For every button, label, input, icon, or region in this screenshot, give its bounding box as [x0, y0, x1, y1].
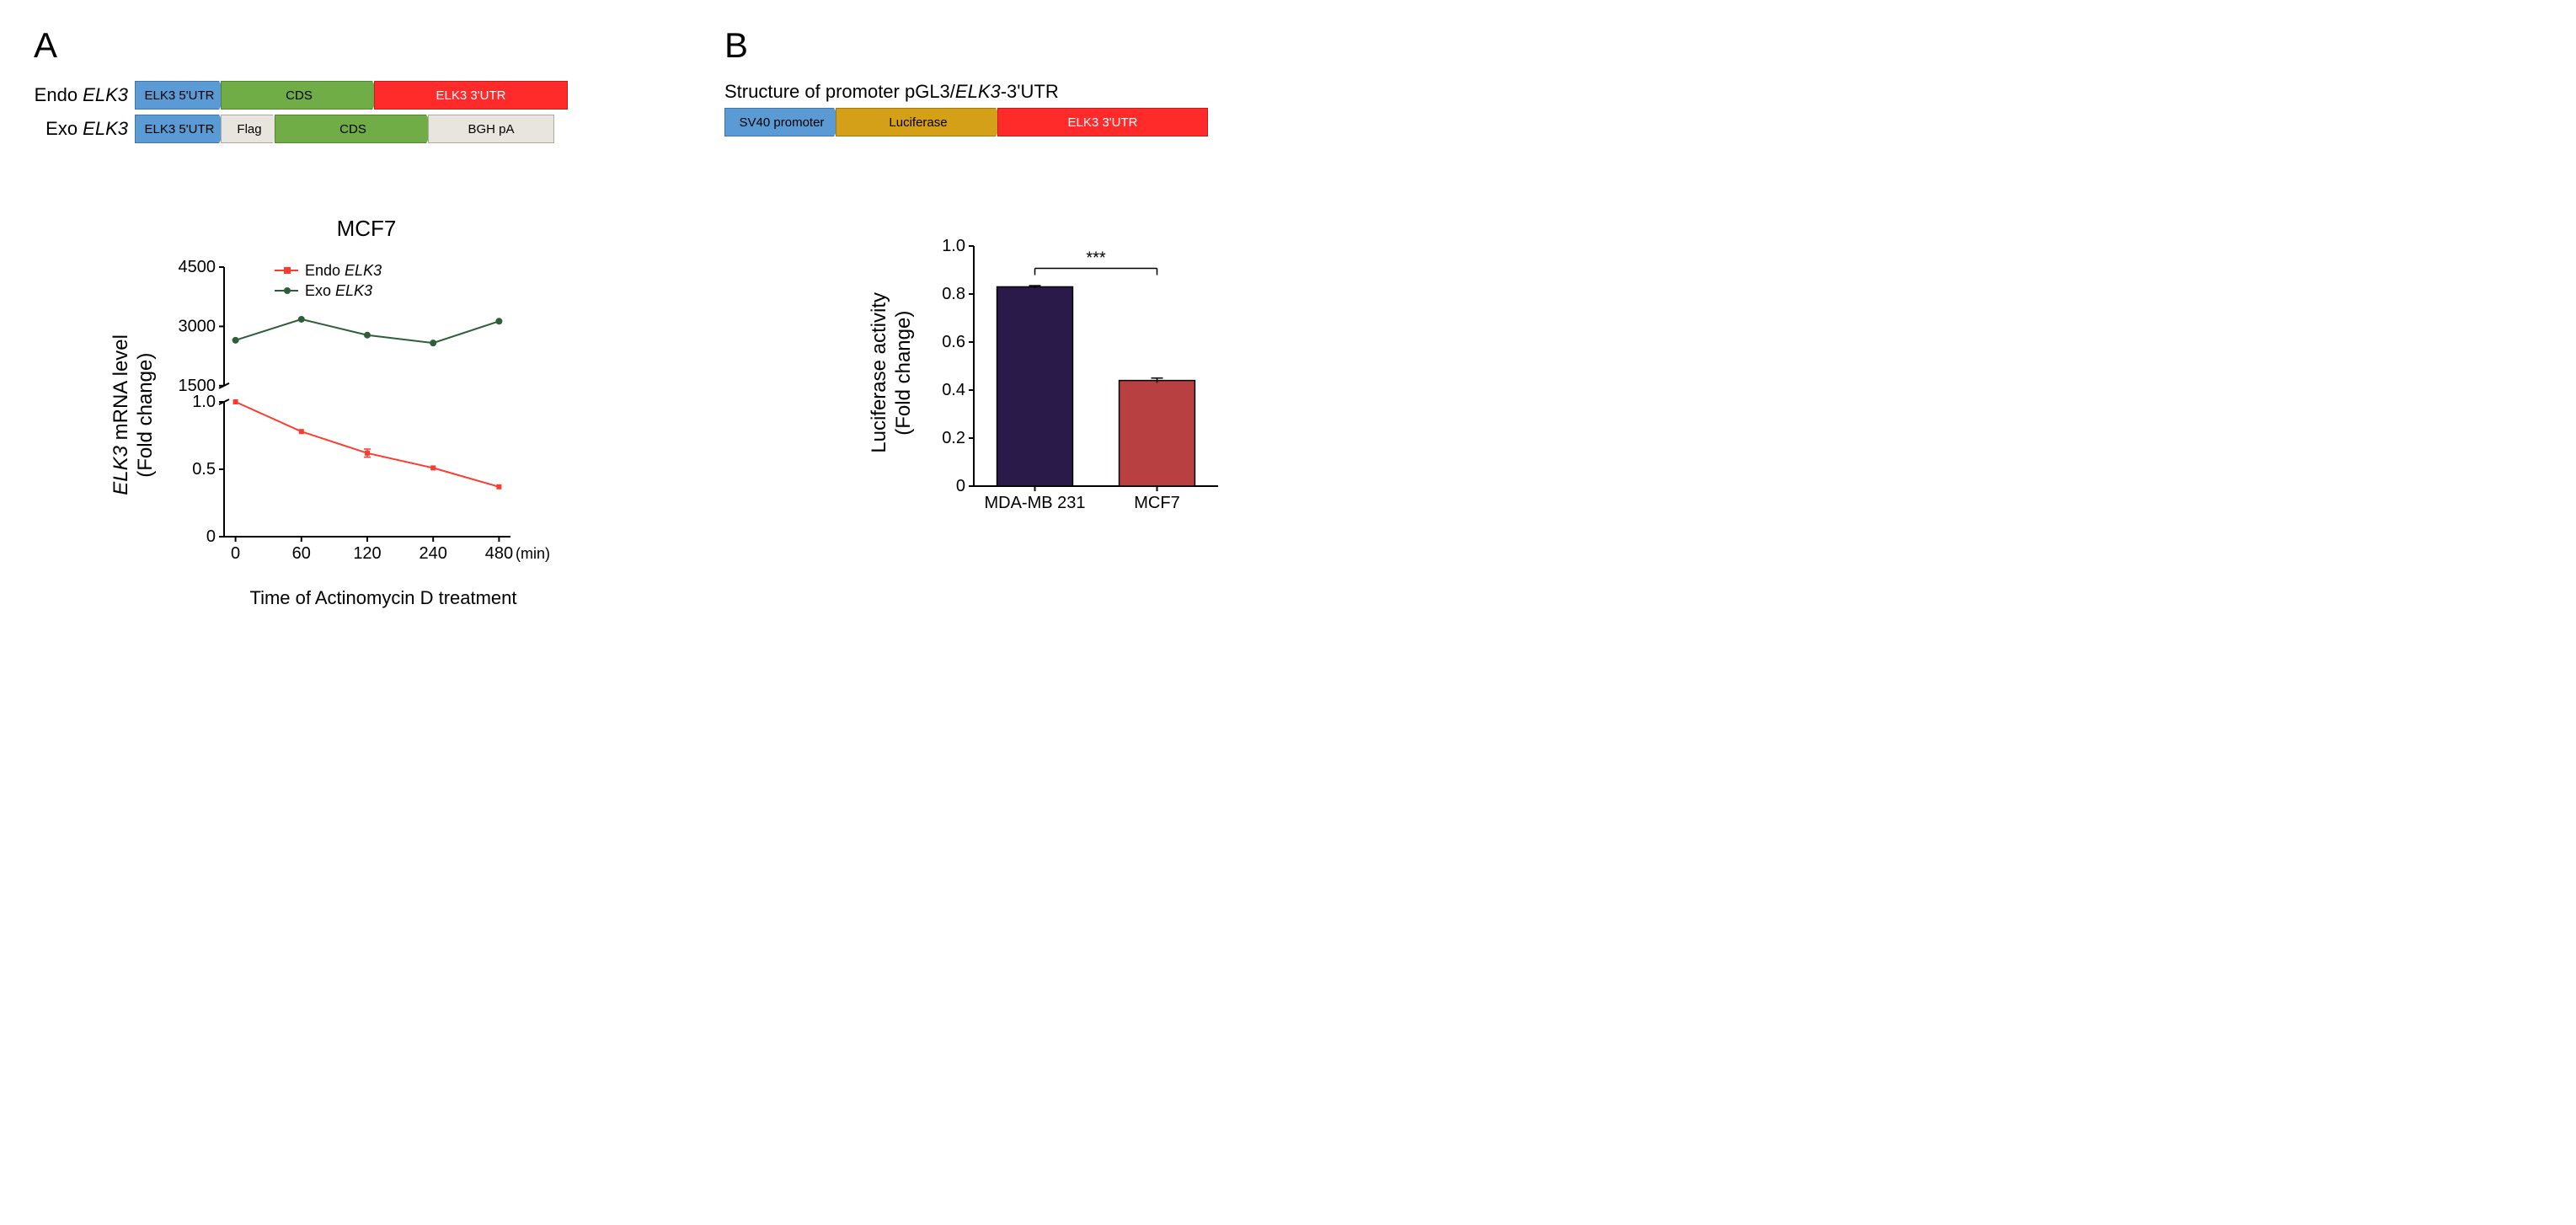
construct-segment: ELK3 5'UTR — [135, 115, 227, 143]
construct-endo-segments: ELK3 5'UTRCDSELK3 3'UTR — [135, 81, 568, 110]
svg-text:(min): (min) — [516, 545, 550, 562]
line-chart-svg: 0 0.5 1.01500 3000 4500 0 60 120 240 480(min) Endo… — [165, 259, 553, 570]
svg-text:0.2: 0.2 — [942, 429, 965, 447]
svg-text:MDA-MB 231: MDA-MB 231 — [984, 494, 1085, 512]
construct-endo-label: Endo ELK3 — [34, 84, 135, 106]
bar-chart-ylabel: Luciferase activity (Fold change) — [868, 292, 917, 453]
panel-b-construct-title: Structure of promoter pGL3/ELK3-3'UTR — [724, 81, 1247, 103]
svg-text:Exo ELK3: Exo ELK3 — [305, 282, 372, 299]
svg-text:0.4: 0.4 — [942, 381, 965, 399]
svg-text:0: 0 — [206, 527, 215, 546]
panel-a-constructs: Endo ELK3 ELK3 5'UTRCDSELK3 3'UTR Exo EL… — [34, 81, 590, 148]
construct-segment: Luciferase — [836, 108, 1004, 136]
svg-text:0.8: 0.8 — [942, 285, 965, 303]
panel-a: A Endo ELK3 ELK3 5'UTRCDSELK3 3'UTR Exo … — [34, 25, 590, 609]
svg-text:1500: 1500 — [178, 377, 216, 395]
svg-text:0: 0 — [955, 477, 965, 495]
panel-b: B Structure of promoter pGL3/ELK3-3'UTR … — [724, 25, 1247, 524]
line-chart-ylabel: ELK3 mRNA level (Fold change) — [110, 334, 158, 495]
svg-text:MCF7: MCF7 — [1134, 494, 1179, 512]
line-chart-title: MCF7 — [143, 216, 590, 242]
svg-text:3000: 3000 — [178, 317, 216, 335]
svg-text:1.0: 1.0 — [942, 237, 965, 255]
svg-text:0.5: 0.5 — [192, 460, 216, 479]
panel-b-construct-block: Structure of promoter pGL3/ELK3-3'UTR SV… — [724, 81, 1247, 136]
construct-exo: Exo ELK3 ELK3 5'UTRFlagCDSBGH pA — [34, 115, 590, 143]
construct-segment: SV40 promoter — [724, 108, 842, 136]
svg-text:0.6: 0.6 — [942, 333, 965, 351]
bar-chart: Luciferase activity (Fold change) 0 0.2 0.… — [868, 221, 1247, 524]
construct-endo: Endo ELK3 ELK3 5'UTRCDSELK3 3'UTR — [34, 81, 590, 110]
construct-exo-segments: ELK3 5'UTRFlagCDSBGH pA — [135, 115, 554, 143]
line-chart: MCF7 ELK3 mRNA level (Fold change) 0 0.5 1… — [110, 216, 590, 609]
construct-exo-label: Exo ELK3 — [34, 118, 135, 140]
construct-segment: ELK3 3'UTR — [374, 81, 568, 110]
construct-segment: ELK3 3'UTR — [997, 108, 1208, 136]
line-chart-xlabel: Time of Actinomycin D treatment — [177, 587, 590, 609]
svg-text:60: 60 — [291, 544, 310, 563]
svg-text:480: 480 — [484, 544, 512, 563]
svg-text:1.0: 1.0 — [192, 393, 216, 411]
construct-segment: CDS — [275, 115, 435, 143]
construct-segment: ELK3 5'UTR — [135, 81, 227, 110]
svg-text:120: 120 — [353, 544, 381, 563]
svg-text:***: *** — [1086, 249, 1106, 267]
svg-text:0: 0 — [231, 544, 240, 563]
construct-segment: CDS — [221, 81, 381, 110]
panel-b-construct-segments: SV40 promoterLuciferaseELK3 3'UTR — [724, 108, 1247, 136]
construct-segment: Flag — [221, 115, 281, 143]
svg-text:4500: 4500 — [178, 259, 216, 276]
figure: A Endo ELK3 ELK3 5'UTRCDSELK3 3'UTR Exo … — [34, 25, 2542, 609]
panel-a-label: A — [34, 25, 590, 66]
svg-text:Endo ELK3: Endo ELK3 — [305, 262, 382, 279]
svg-text:240: 240 — [419, 544, 446, 563]
construct-segment: BGH pA — [428, 115, 554, 143]
panel-b-label: B — [724, 25, 1247, 66]
bar-chart-svg: 0 0.2 0.4 0.6 0.8 1.0 MDA-MB 231 MCF7 *** — [923, 221, 1227, 524]
